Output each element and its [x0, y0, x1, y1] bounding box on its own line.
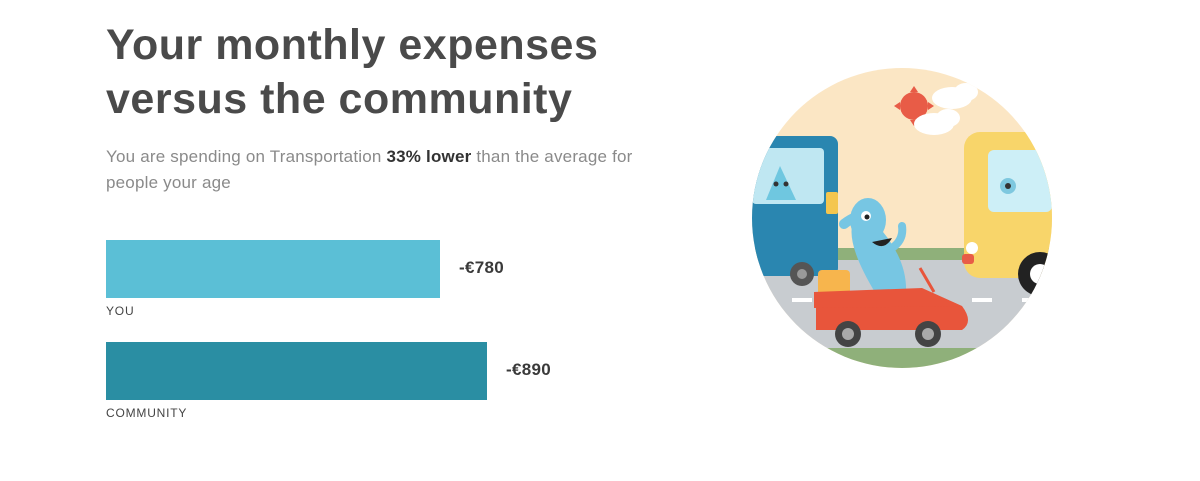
expense-bar	[106, 342, 487, 400]
bar-category-label: YOU	[106, 304, 135, 318]
expense-bar	[106, 240, 440, 298]
summary-text-end: than the average for people your age	[106, 147, 633, 192]
character-icon	[839, 198, 907, 294]
car-icon	[814, 267, 968, 347]
cloud-icon	[914, 83, 978, 135]
transportation-illustration-icon	[752, 68, 1052, 368]
page-title: Your monthly expenses versus the communi…	[106, 21, 599, 123]
bar-value-label: -€780	[459, 258, 504, 277]
bar-category-label: COMMUNITY	[106, 406, 188, 420]
comparison-summary: You are spending on Transportation 33% l…	[106, 144, 646, 196]
truck-icon	[752, 136, 838, 286]
bar-row: -€780 YOU	[106, 240, 666, 330]
summary-text-start: You are spending on Transportation	[106, 147, 387, 166]
bar-value-label: -€890	[506, 360, 551, 379]
summary-highlight: 33% lower	[386, 147, 472, 166]
yellow-truck-icon	[962, 132, 1052, 296]
bar-row: -€890 COMMUNITY	[106, 342, 666, 432]
expense-bar-chart: -€780 YOU -€890 COMMUNITY	[106, 240, 666, 440]
